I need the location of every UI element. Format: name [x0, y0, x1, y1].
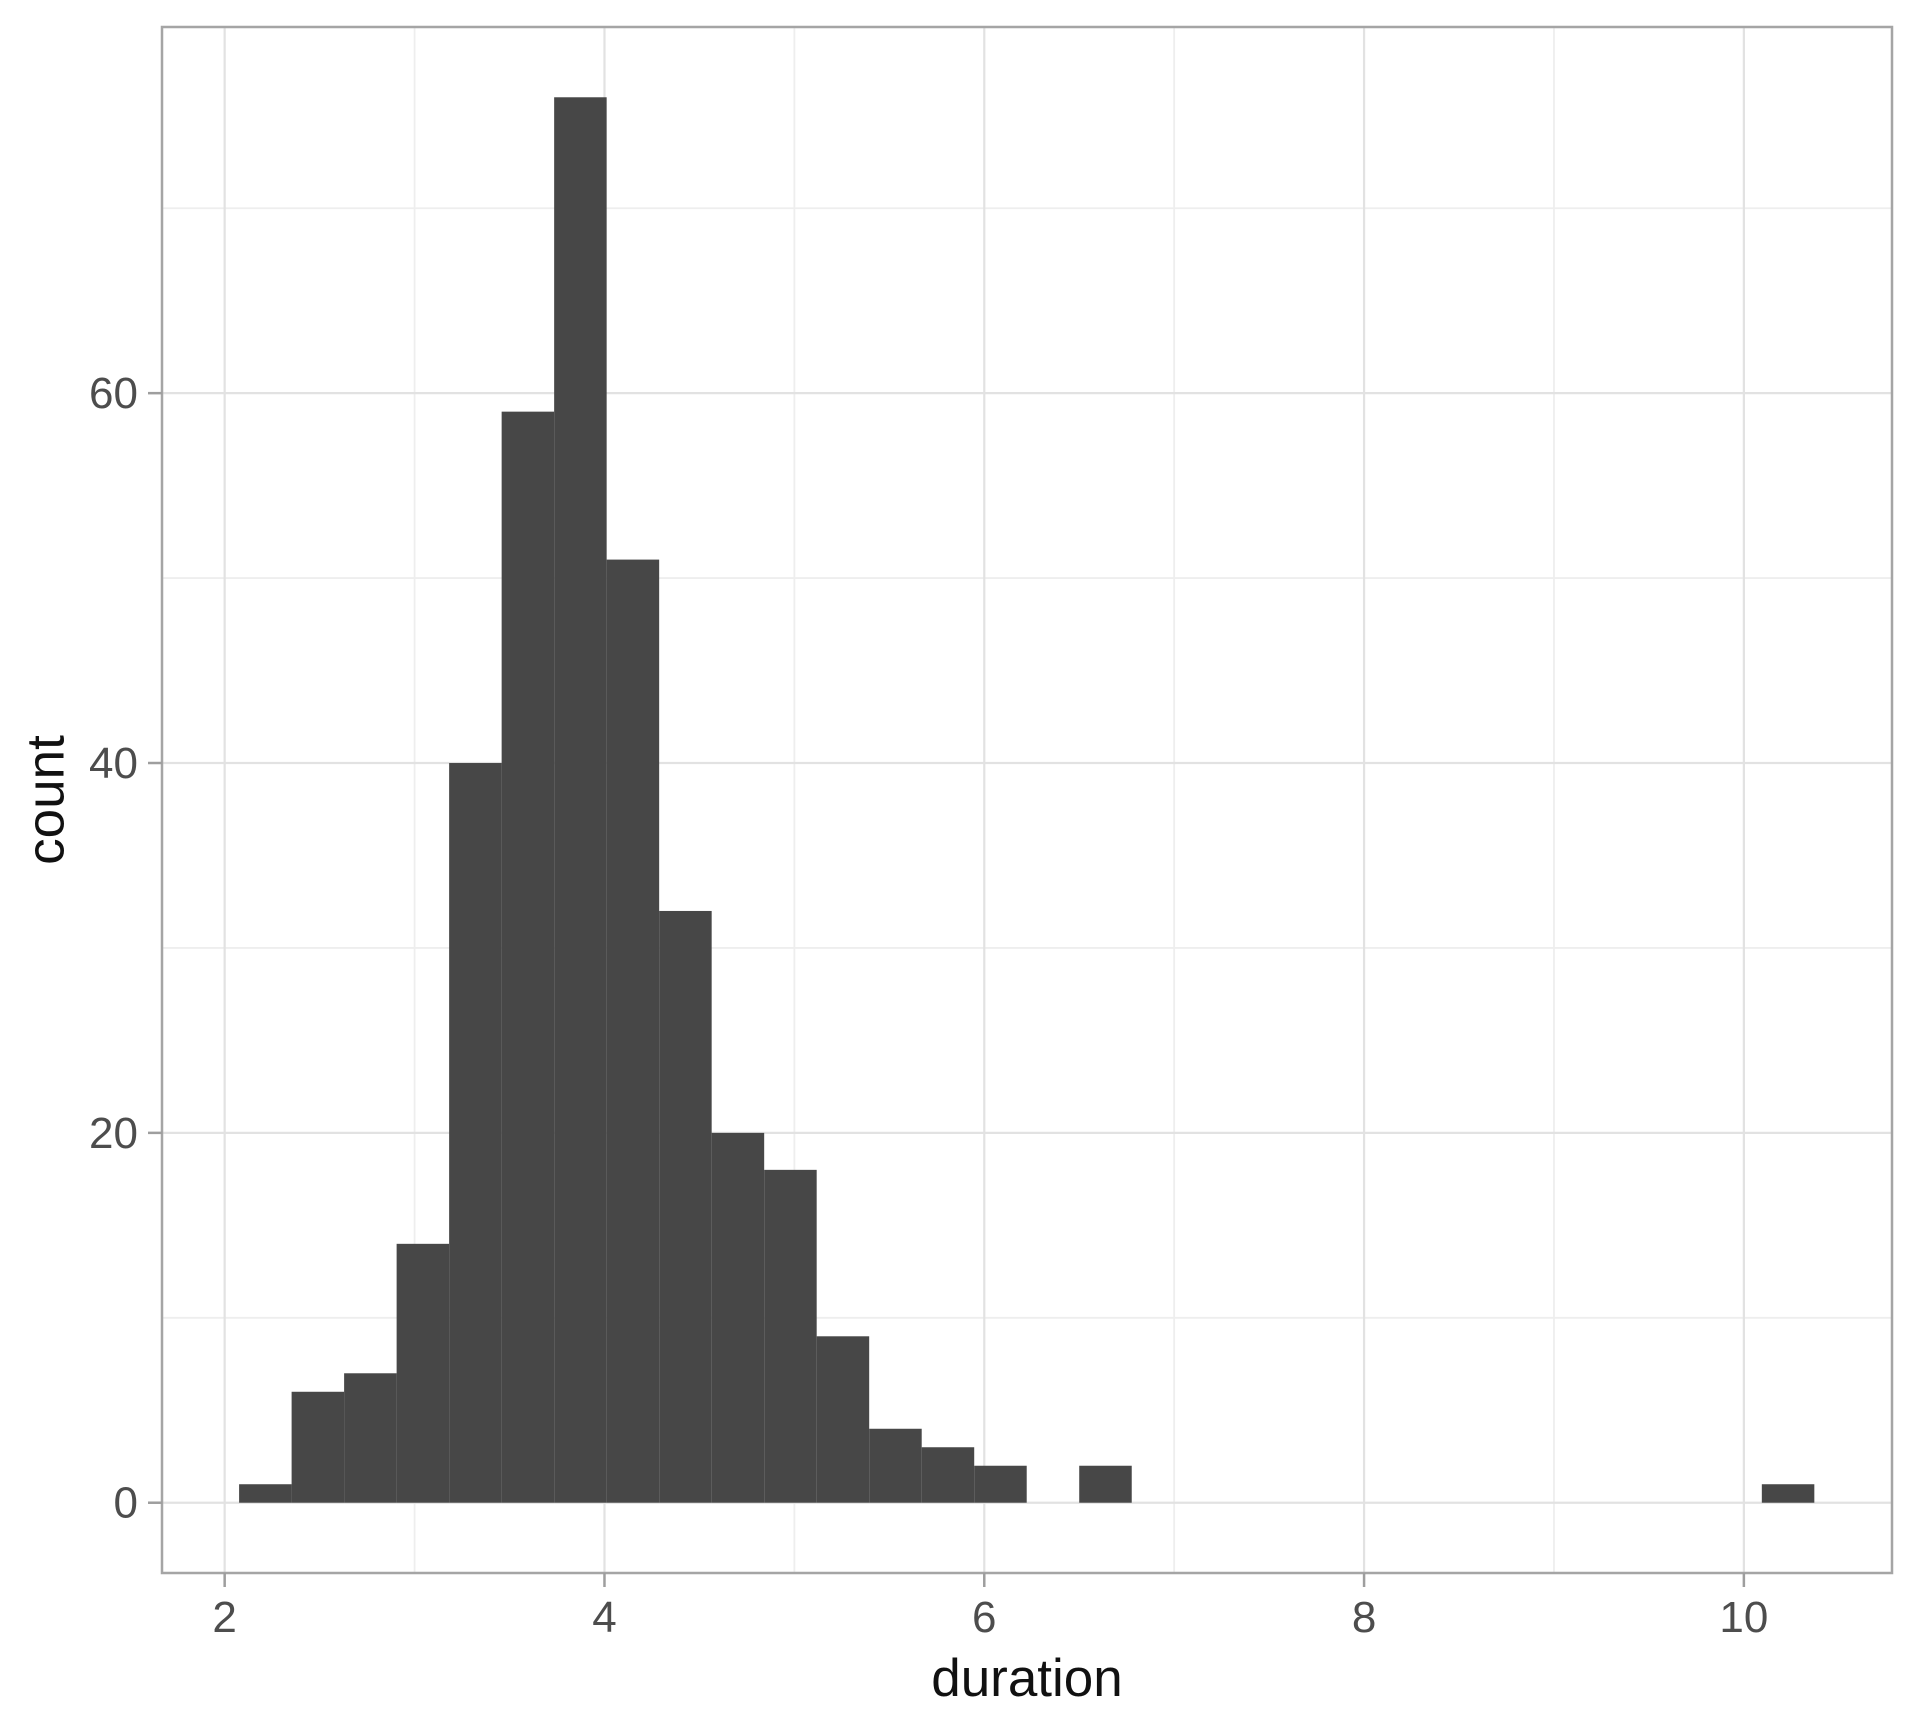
y-tick-label: 60: [89, 369, 138, 418]
histogram-bar: [606, 559, 660, 1503]
x-tick-label: 6: [972, 1593, 996, 1642]
y-tick-label: 0: [114, 1479, 138, 1528]
histogram-bar: [974, 1465, 1027, 1503]
histogram-bar: [501, 411, 555, 1503]
x-tick-label: 2: [212, 1593, 236, 1642]
histogram-bar: [239, 1484, 292, 1503]
x-axis-title: duration: [931, 1649, 1123, 1708]
histogram-bar: [554, 97, 607, 1503]
histogram-bar: [291, 1391, 345, 1503]
histogram-bar: [816, 1336, 870, 1503]
panel-border: [160, 25, 1894, 1575]
histogram-bar: [1761, 1484, 1815, 1503]
histogram-bar: [711, 1132, 765, 1503]
y-tick-label: 20: [89, 1109, 138, 1158]
histogram-bar: [659, 910, 712, 1503]
y-tick-label: 40: [89, 739, 138, 788]
histogram-bar: [921, 1447, 975, 1503]
x-tick-label: 4: [592, 1593, 616, 1642]
histogram-bar: [869, 1428, 922, 1503]
histogram-bar: [344, 1373, 397, 1503]
histogram-bar: [1079, 1465, 1132, 1503]
x-tick-label: 10: [1719, 1593, 1768, 1642]
histogram-bar: [764, 1169, 817, 1503]
histogram-bar: [396, 1243, 450, 1503]
x-tick-label: 8: [1352, 1593, 1376, 1642]
y-axis-title: count: [16, 735, 76, 865]
histogram-bar: [449, 763, 502, 1503]
